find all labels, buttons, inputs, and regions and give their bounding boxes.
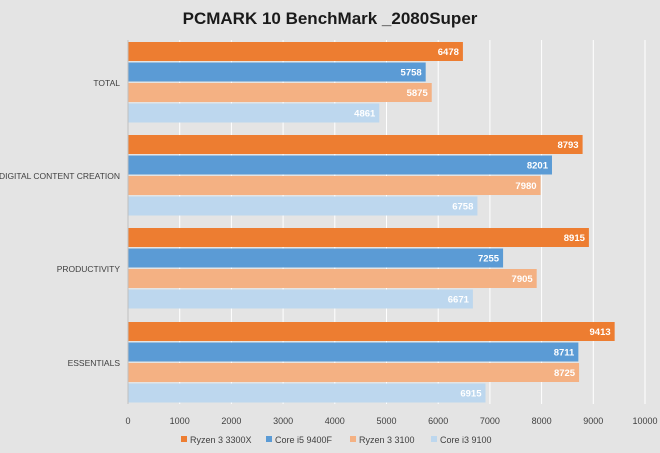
- data-label: 9413: [590, 327, 611, 338]
- bar: [128, 289, 473, 309]
- data-label: 7980: [515, 181, 536, 192]
- bar: [128, 342, 579, 362]
- bar: [128, 135, 583, 154]
- bar: [128, 269, 537, 288]
- legend-label: Core i3 9100: [440, 435, 492, 445]
- x-tick-label: 6000: [428, 416, 448, 426]
- legend-swatch: [431, 436, 437, 442]
- bar: [128, 383, 486, 403]
- bar: [128, 196, 478, 216]
- bar: [128, 155, 552, 175]
- legend-label: Ryzen 3 3100: [359, 435, 415, 445]
- x-tick-label: 9000: [583, 416, 603, 426]
- legend-swatch: [181, 436, 187, 442]
- x-tick-label: 4000: [325, 416, 345, 426]
- data-label: 6478: [438, 47, 459, 58]
- legend: Ryzen 3 3300X Core i5 9400F Ryzen 3 3100 Co…: [181, 435, 492, 445]
- data-label: 7255: [478, 254, 500, 265]
- x-tick-label: 7000: [480, 416, 500, 426]
- data-label: 8915: [564, 233, 586, 244]
- data-label: 8201: [527, 161, 549, 172]
- data-label: 8711: [554, 348, 575, 359]
- data-label: 6915: [460, 389, 482, 400]
- data-label: 5875: [407, 88, 429, 99]
- y-axis: TOTAL DIGITAL CONTENT CREATION PRODUCTIVIT…: [0, 40, 129, 404]
- category-label: TOTAL: [93, 78, 120, 88]
- x-tick-label: 10000: [632, 416, 657, 426]
- data-label: 8793: [557, 140, 578, 151]
- x-axis: 0 1000 2000 3000 4000 5000 6000 7000 8000 9000 100…: [125, 416, 657, 426]
- category-label: ESSENTIALS: [68, 358, 121, 368]
- data-labels: 6478 5758 5875 4861 8793 8201 7980 6758 8915 7255…: [354, 47, 610, 400]
- legend-label: Core i5 9400F: [275, 435, 333, 445]
- data-label: 6758: [452, 202, 473, 213]
- data-label: 8725: [554, 368, 576, 379]
- bar: [128, 62, 426, 82]
- chart-title: PCMARK 10 BenchMark _2080Super: [183, 9, 478, 28]
- data-label: 6671: [448, 295, 470, 306]
- bar: [128, 228, 589, 247]
- bar: [128, 83, 432, 102]
- bars: [128, 42, 615, 403]
- bar: [128, 363, 580, 382]
- category-label: PRODUCTIVITY: [57, 264, 121, 274]
- bar: [128, 42, 463, 61]
- x-tick-label: 0: [125, 416, 130, 426]
- data-label: 5758: [401, 68, 422, 79]
- x-tick-label: 8000: [532, 416, 552, 426]
- legend-swatch: [266, 436, 272, 442]
- bar: [128, 103, 380, 123]
- x-tick-label: 5000: [376, 416, 396, 426]
- bar: [128, 248, 504, 268]
- bar: [128, 176, 541, 195]
- x-tick-label: 2000: [221, 416, 241, 426]
- x-tick-label: 1000: [170, 416, 190, 426]
- legend-label: Ryzen 3 3300X: [190, 435, 252, 445]
- data-label: 7905: [512, 274, 534, 285]
- category-label: DIGITAL CONTENT CREATION: [0, 171, 120, 181]
- legend-swatch: [350, 436, 356, 442]
- bar: [128, 322, 615, 341]
- x-tick-label: 3000: [273, 416, 293, 426]
- data-label: 4861: [354, 109, 376, 120]
